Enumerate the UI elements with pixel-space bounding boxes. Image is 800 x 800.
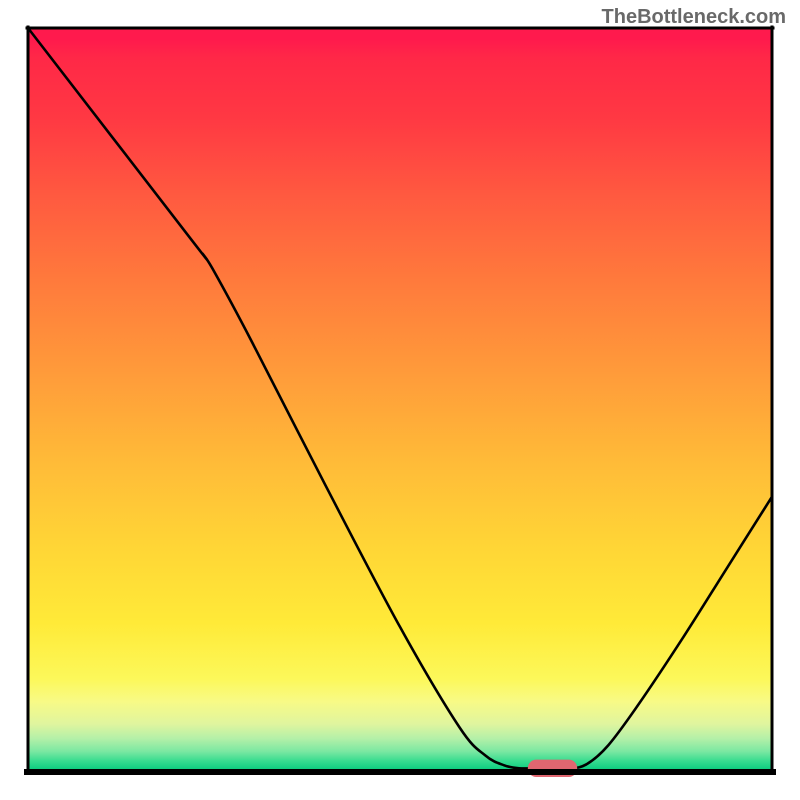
chart-background (28, 28, 772, 772)
watermark-label: TheBottleneck.com (602, 6, 786, 29)
chart-svg (0, 0, 800, 800)
bottleneck-chart (0, 0, 800, 800)
